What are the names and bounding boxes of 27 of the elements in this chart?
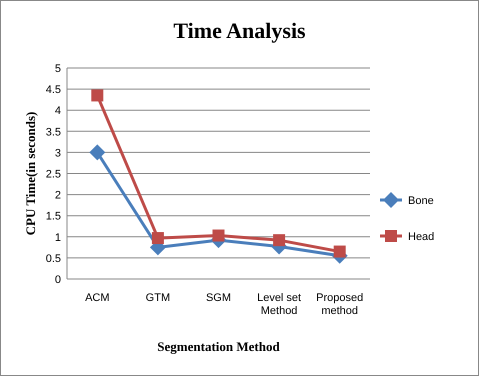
x-tick-label: Proposed method	[316, 292, 364, 317]
y-tick-label: 4.5	[46, 84, 61, 96]
y-tick-label: 5	[54, 63, 61, 75]
y-tick-label: 3	[54, 147, 61, 160]
point	[334, 246, 346, 258]
point	[89, 144, 106, 160]
y-tick-label: 1	[54, 232, 61, 244]
point	[152, 232, 164, 244]
legend-label: Bone	[408, 195, 434, 207]
point	[212, 230, 224, 242]
x-tick-label: Level set Method	[257, 292, 302, 317]
y-tick-label: 2	[54, 190, 61, 202]
y-tick-label: 0.5	[46, 252, 61, 265]
chart-title: Time Analysis	[173, 18, 306, 43]
x-tick-label: ACM	[85, 292, 110, 304]
point	[91, 89, 104, 102]
y-tick-label: 1.5	[46, 210, 61, 223]
y-axis-title: CPU Time(in seconds)	[23, 112, 38, 236]
y-tick-label: 4	[54, 105, 61, 118]
y-tick-label: 2.5	[46, 168, 61, 180]
y-tick-label: 0	[54, 274, 61, 286]
x-tick-label: GTM	[146, 292, 170, 304]
x-tick-label: SGM	[206, 292, 232, 304]
x-axis-title: Segmentation Method	[157, 339, 280, 354]
point	[273, 234, 286, 246]
y-tick-label: 3.5	[46, 126, 61, 138]
legend-label: Head	[408, 231, 434, 243]
